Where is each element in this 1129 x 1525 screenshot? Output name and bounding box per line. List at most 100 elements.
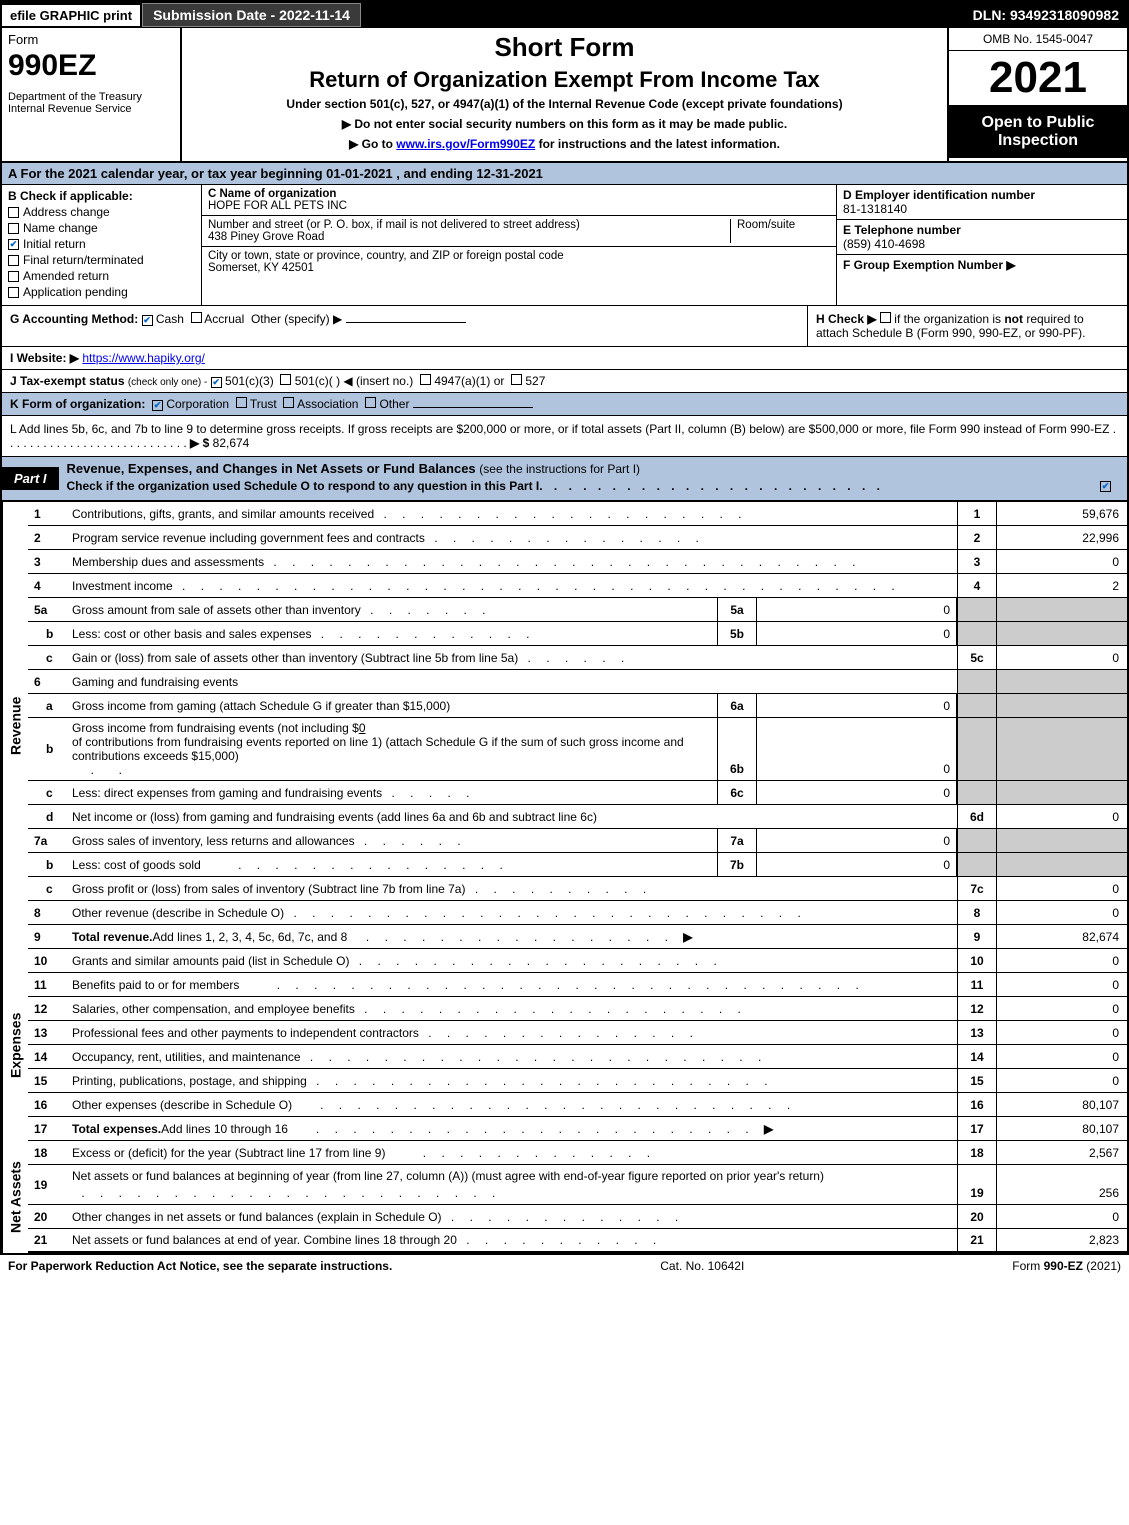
telephone-value: (859) 410-4698 [843,237,925,251]
arrow-icon: ▶ [683,930,692,944]
checkbox-icon[interactable]: ✔ [1100,481,1111,492]
line-desc: Other expenses (describe in Schedule O) … [68,1093,957,1116]
line-num: 13 [28,1021,68,1044]
sub-label: 6b [717,718,757,780]
sub-label: 5b [717,622,757,645]
expenses-lines: 10 Grants and similar amounts paid (list… [28,949,1127,1141]
line-rval: 0 [997,1205,1127,1228]
irs-link[interactable]: www.irs.gov/Form990EZ [396,137,535,151]
other-specify-input[interactable] [346,322,466,323]
line-num: 8 [28,901,68,924]
checkbox-icon[interactable] [880,312,891,323]
line-rval: 2 [997,574,1127,597]
line-rval: 22,996 [997,526,1127,549]
line-2: 2 Program service revenue including gove… [28,526,1127,550]
line-rlabel: 17 [957,1117,997,1140]
shaded-cell [957,622,997,645]
form-reference: Form 990-EZ (2021) [1012,1259,1121,1273]
j-527: 527 [525,374,545,388]
chk-amended-return[interactable]: Amended return [8,269,195,283]
line-num: d [28,805,68,828]
checkbox-icon[interactable] [511,374,522,385]
checkbox-icon [8,255,19,266]
checkbox-icon: ✔ [8,239,19,250]
under-section-text: Under section 501(c), 527, or 4947(a)(1)… [192,97,937,111]
shaded-cell [997,622,1127,645]
l-text: L Add lines 5b, 6c, and 7b to line 9 to … [10,422,1109,436]
6b-amt: 0 [359,721,366,735]
line-num: 6 [28,670,68,693]
chk-initial-return[interactable]: ✔Initial return [8,237,195,251]
sub-label: 7b [717,853,757,876]
6b-pre: Gross income from fundraising events (no… [72,721,359,735]
line-rlabel: 19 [957,1165,997,1204]
efile-print-label[interactable]: efile GRAPHIC print [2,5,140,26]
line-rval: 0 [997,877,1127,900]
line-num: 16 [28,1093,68,1116]
line-num: 21 [28,1229,68,1251]
room-suite-label: Room/suite [737,219,795,231]
line-18: 18 Excess or (deficit) for the year (Sub… [28,1141,1127,1165]
arrow-icon: ▶ [1006,258,1015,272]
line-num: 4 [28,574,68,597]
group-exemption-label: F Group Exemption Number [843,258,1003,272]
cash-label: Cash [156,312,184,326]
part-1-check-text: Check if the organization used Schedule … [67,479,540,493]
line-rlabel: 8 [957,901,997,924]
line-desc: Professional fees and other payments to … [68,1021,957,1044]
line-desc: Gross amount from sale of assets other t… [68,598,717,621]
column-b-checkboxes: B Check if applicable: Address change Na… [2,185,202,305]
shaded-cell [957,853,997,876]
l-value: 82,674 [213,436,250,450]
checkbox-icon[interactable]: ✔ [152,400,163,411]
checkbox-icon[interactable]: ✔ [142,315,153,326]
expenses-side-label: Expenses [2,949,28,1141]
line-rlabel: 21 [957,1229,997,1251]
expenses-section: Expenses 10 Grants and similar amounts p… [2,949,1127,1141]
part-1-header: Part I Revenue, Expenses, and Changes in… [2,457,1127,501]
chk-label: Name change [23,221,98,235]
checkbox-icon[interactable] [280,374,291,385]
sub-label: 7a [717,829,757,852]
checkbox-icon[interactable] [420,374,431,385]
checkbox-icon[interactable] [236,397,247,408]
line-rlabel: 9 [957,925,997,948]
line-desc: Printing, publications, postage, and shi… [68,1069,957,1092]
line-desc: Program service revenue including govern… [68,526,957,549]
website-link[interactable]: https://www.hapiky.org/ [82,351,205,365]
k-other-input[interactable] [413,407,533,408]
line-rlabel: 3 [957,550,997,573]
checkbox-icon[interactable]: ✔ [211,377,222,388]
line-desc: Gross income from fundraising events (no… [68,718,717,780]
form-990ez-page: efile GRAPHIC print Submission Date - 20… [0,0,1129,1255]
org-name-row: C Name of organization HOPE FOR ALL PETS… [202,185,836,216]
short-form-title: Short Form [192,32,937,63]
department-label: Department of the Treasury Internal Reve… [8,91,174,115]
line-rlabel: 14 [957,1045,997,1068]
checkbox-icon[interactable] [283,397,294,408]
shaded-cell [957,718,997,780]
checkbox-icon[interactable] [191,312,202,323]
line-5b: b Less: cost or other basis and sales ex… [28,622,1127,646]
address-value: 438 Piney Grove Road [208,231,324,243]
line-rlabel: 11 [957,973,997,996]
chk-application-pending[interactable]: Application pending [8,285,195,299]
chk-address-change[interactable]: Address change [8,205,195,219]
line-num: c [28,877,68,900]
line-num: 15 [28,1069,68,1092]
chk-final-return[interactable]: Final return/terminated [8,253,195,267]
line-rval: 0 [997,1069,1127,1092]
shaded-cell [957,781,997,804]
j-501c: 501(c)( ) ◀ (insert no.) [295,374,414,388]
chk-name-change[interactable]: Name change [8,221,195,235]
checkbox-icon [8,271,19,282]
k-label: K Form of organization: [10,397,145,411]
line-num: 11 [28,973,68,996]
shaded-cell [997,853,1127,876]
checkbox-icon[interactable] [365,397,376,408]
part-1-tab: Part I [2,467,59,490]
h-post: if the organization is [894,312,1004,326]
line-desc: Less: cost or other basis and sales expe… [68,622,717,645]
line-14: 14 Occupancy, rent, utilities, and maint… [28,1045,1127,1069]
line-desc: Investment income . . . . . . . . . . . … [68,574,957,597]
